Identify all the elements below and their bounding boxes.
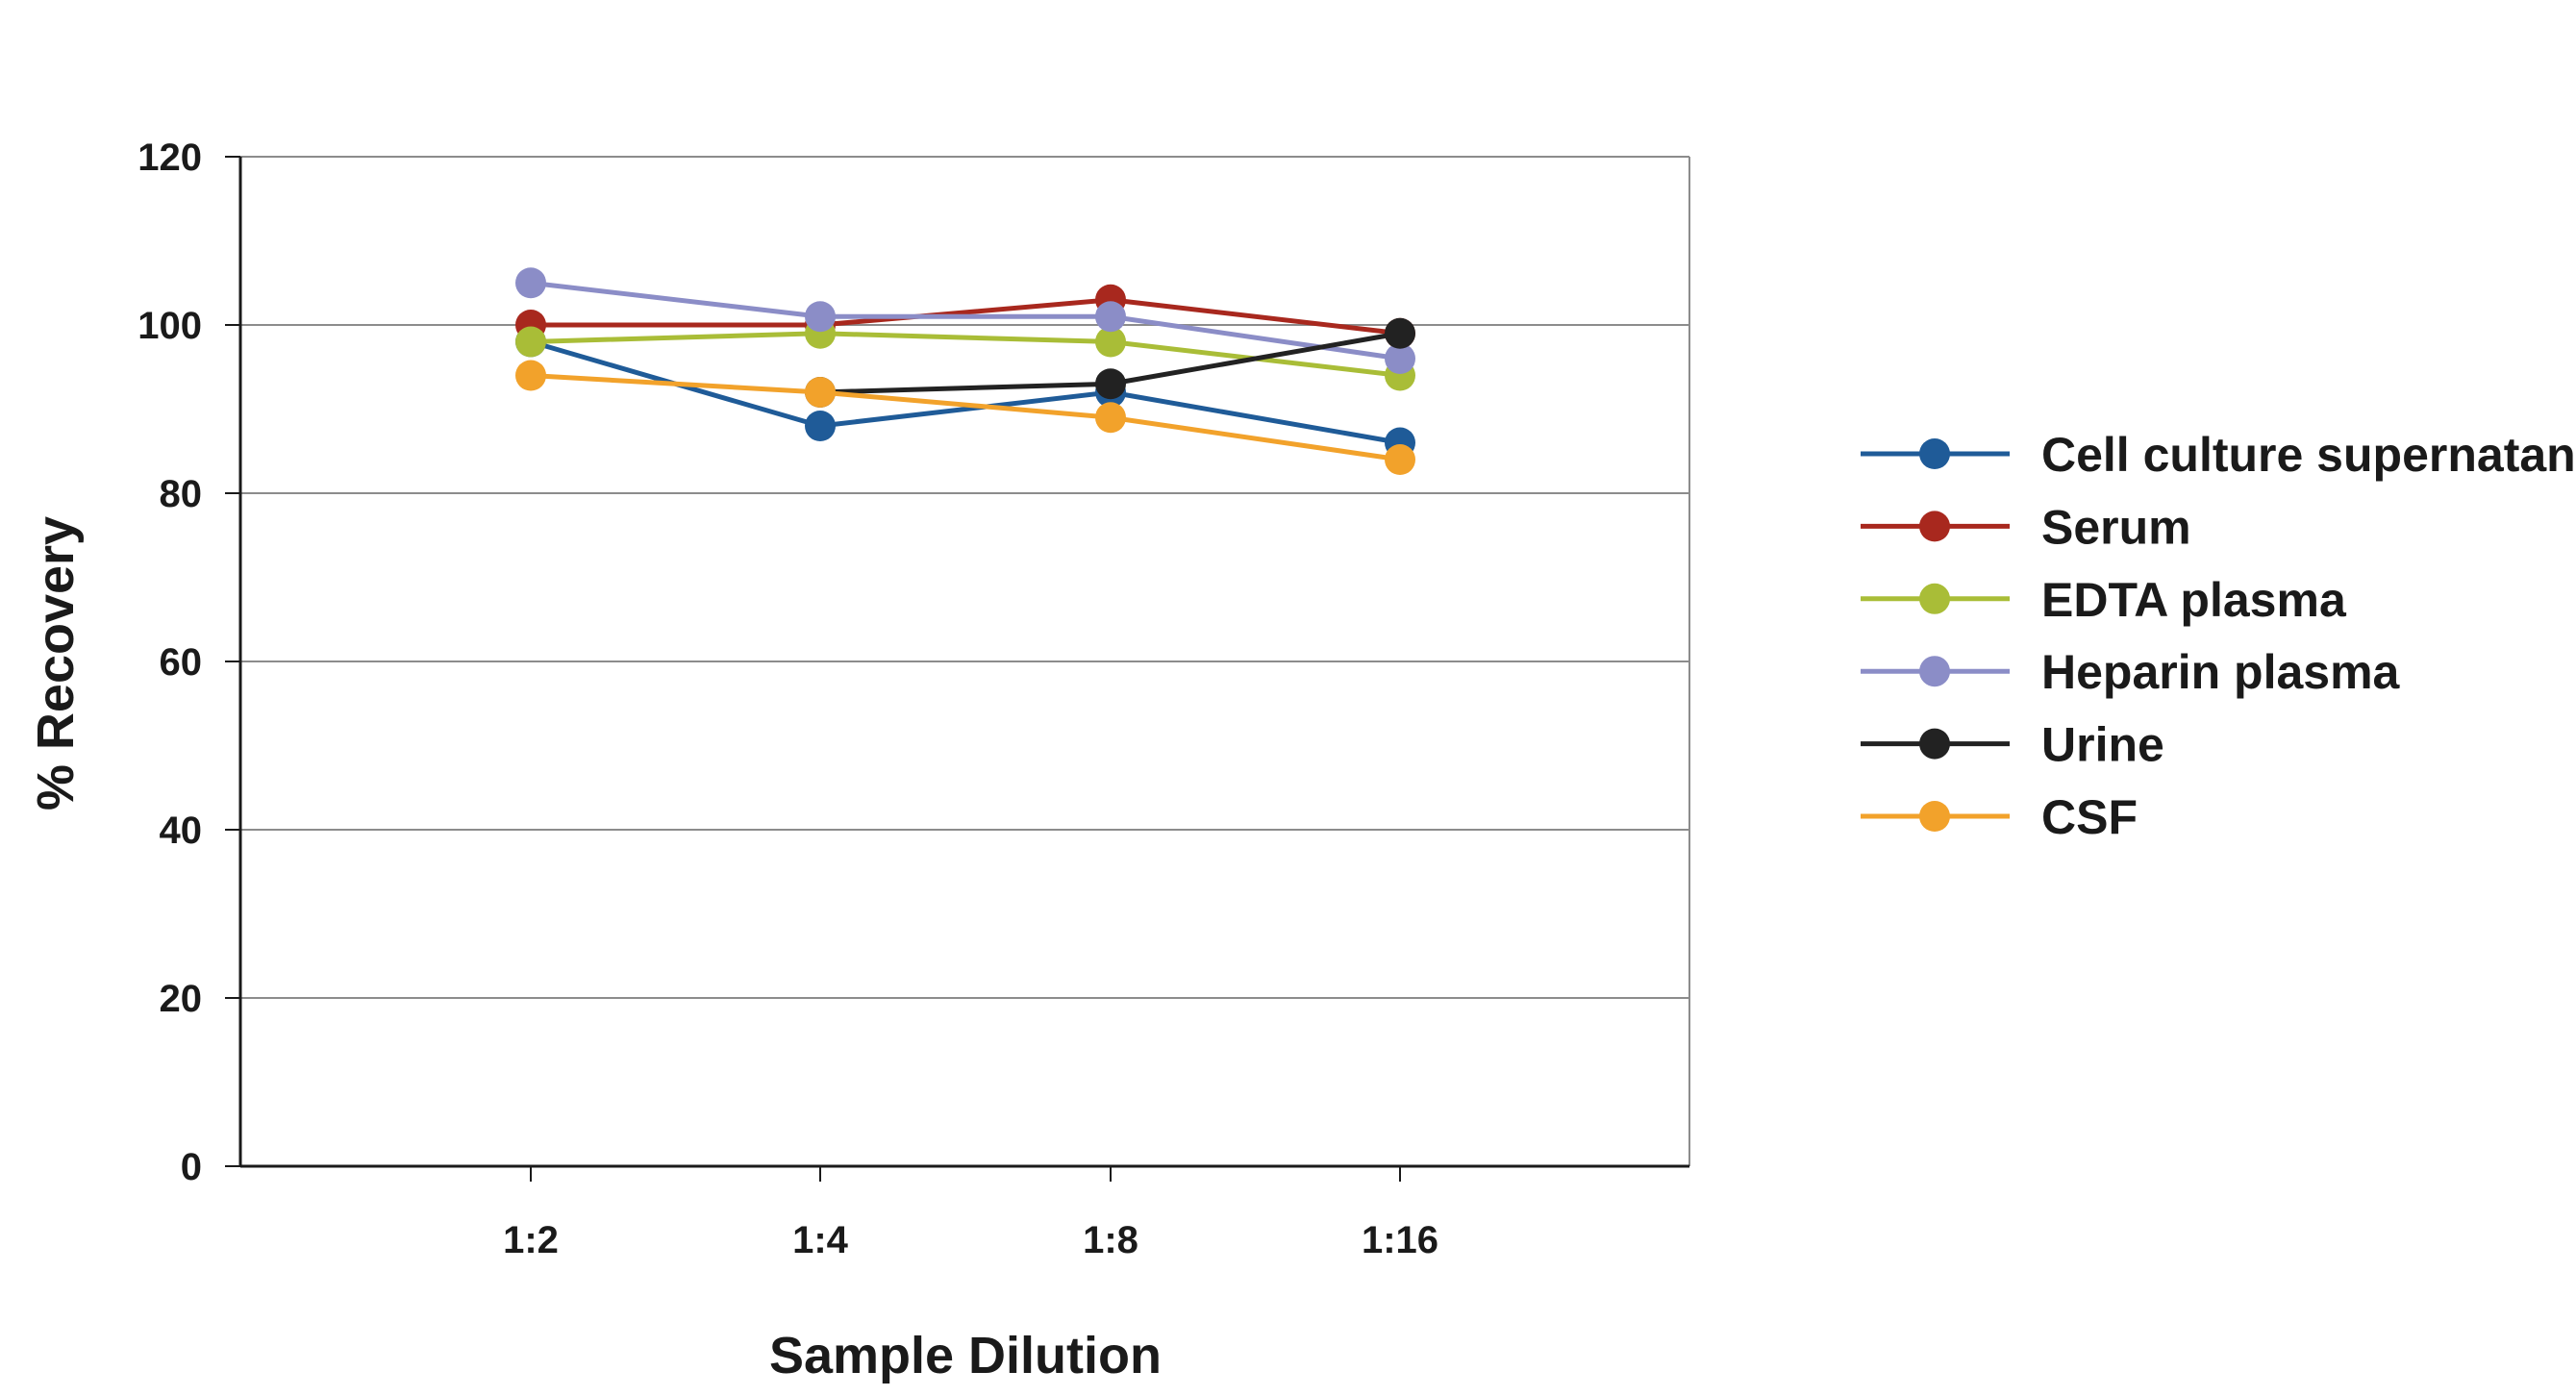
- data-point-csf-1:2: [515, 360, 546, 391]
- legend-item-heparin-plasma: Heparin plasma: [1861, 645, 2401, 699]
- data-point-heparin-plasma-1:8: [1095, 301, 1126, 333]
- legend-item-serum: Serum: [1861, 500, 2191, 554]
- series-layer: [515, 267, 1415, 475]
- data-point-heparin-plasma-1:16: [1385, 343, 1415, 374]
- data-point-edta-plasma-1:2: [515, 326, 546, 358]
- legend-label-csf: CSF: [2041, 790, 2138, 844]
- data-point-urine-1:8: [1095, 368, 1126, 400]
- x-axis-title: Sample Dilution: [769, 1327, 1162, 1384]
- labels-layer: Sample Dilution % Recovery: [27, 516, 1162, 1384]
- legend-label-serum: Serum: [2041, 500, 2191, 554]
- y-axis-title: % Recovery: [27, 516, 85, 810]
- series-line-heparin-plasma: [530, 280, 1401, 361]
- y-tick-label-20: 20: [160, 978, 203, 1020]
- y-tick-label-80: 80: [160, 473, 203, 515]
- y-tick-label-100: 100: [138, 305, 202, 347]
- x-tick-label-1:16: 1:16: [1362, 1219, 1438, 1261]
- series-csf: [515, 360, 1415, 475]
- series-cell-culture-supernatant: [515, 326, 1415, 459]
- y-tick-label-60: 60: [160, 641, 203, 684]
- y-tick-label-40: 40: [160, 810, 203, 852]
- legend-swatch-marker-csf: [1919, 801, 1950, 832]
- data-point-csf-1:16: [1385, 444, 1415, 475]
- legend-swatch-marker-heparin-plasma: [1919, 656, 1950, 687]
- legend-swatch-marker-urine: [1919, 728, 1950, 760]
- legend-swatch-marker-serum: [1919, 511, 1950, 542]
- data-point-csf-1:4: [805, 377, 836, 408]
- legend-item-csf: CSF: [1861, 790, 2138, 844]
- legend: Cell culture supernatant Serum EDTA plasma…: [1861, 428, 2576, 844]
- legend-label-urine: Urine: [2041, 718, 2164, 772]
- data-point-cell-culture-supernatant-1:4: [805, 411, 836, 441]
- grid-layer: [240, 156, 1690, 1166]
- axes-layer: 0 20 40 60 80 100 120 1:2 1:4 1:8 1:16: [138, 137, 1689, 1261]
- data-point-heparin-plasma-1:2: [515, 267, 546, 299]
- x-tick-label-1:4: 1:4: [792, 1219, 849, 1261]
- series-heparin-plasma: [515, 267, 1415, 374]
- x-tick-label-1:8: 1:8: [1083, 1219, 1138, 1261]
- legend-item-edta-plasma: EDTA plasma: [1861, 573, 2347, 627]
- data-point-heparin-plasma-1:4: [805, 301, 836, 333]
- series-line-serum: [531, 297, 1401, 337]
- data-point-edta-plasma-1:8: [1095, 326, 1126, 358]
- legend-label-heparin-plasma: Heparin plasma: [2041, 645, 2401, 699]
- legend-swatch-marker-edta-plasma: [1919, 583, 1950, 614]
- x-tick-label-1:2: 1:2: [503, 1219, 559, 1261]
- data-point-csf-1:8: [1095, 402, 1126, 434]
- y-tick-label-0: 0: [181, 1146, 202, 1188]
- legend-swatch-marker-cell-culture-supernatant: [1919, 438, 1950, 469]
- legend-item-urine: Urine: [1861, 718, 2164, 772]
- y-tick-label-120: 120: [138, 137, 202, 179]
- series-line-csf: [530, 373, 1401, 462]
- legend-label-cell-culture-supernatant: Cell culture supernatant: [2041, 428, 2576, 482]
- legend-label-edta-plasma: EDTA plasma: [2041, 573, 2347, 627]
- data-point-urine-1:16: [1385, 317, 1415, 349]
- legend-item-cell-culture-supernatant: Cell culture supernatant: [1861, 428, 2576, 482]
